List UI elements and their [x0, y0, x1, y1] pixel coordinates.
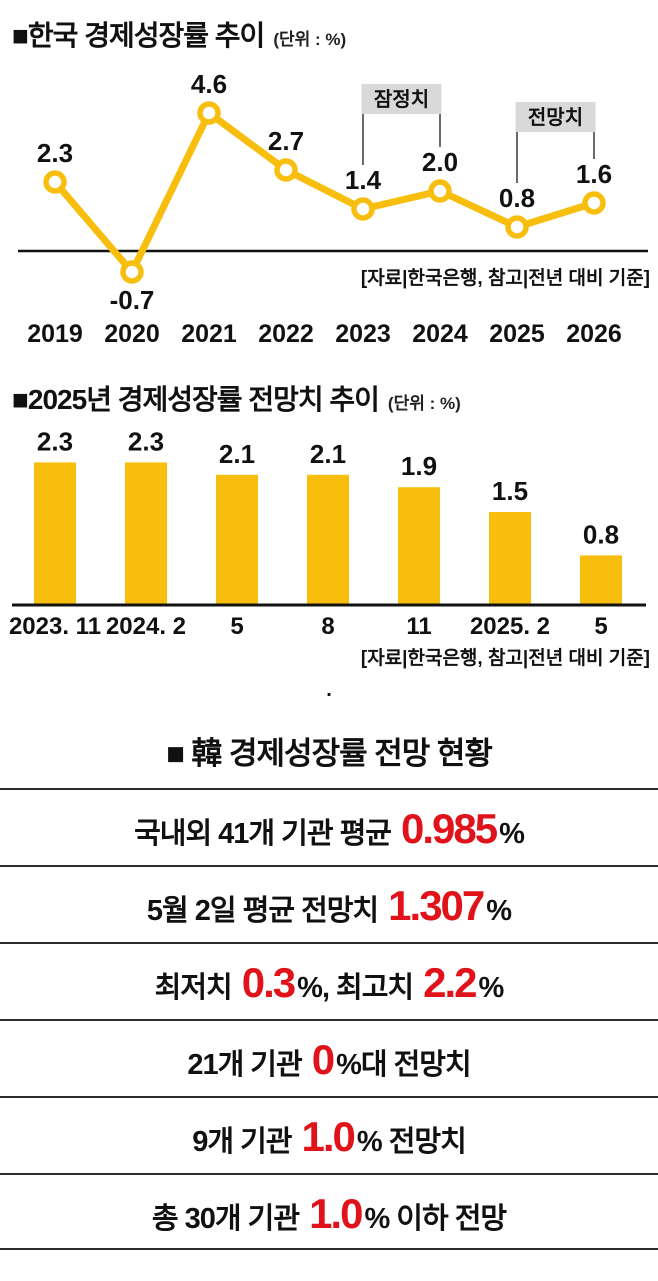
- summary-text: 국내외 41개 기관 평균: [134, 818, 399, 850]
- bar-value-label: 2.1: [310, 439, 346, 469]
- bar-value-label: 1.9: [401, 451, 437, 481]
- summary-text: % 이하 전망: [364, 1203, 507, 1235]
- summary-row: 5월 2일 평균 전망치 1.307%: [0, 865, 658, 942]
- data-point: [351, 197, 375, 221]
- forecast-summary-section: ■ 韓 경제성장률 전망 현황 국내외 41개 기관 평균 0.985% 5월 2…: [0, 708, 658, 1250]
- data-point: [120, 260, 144, 284]
- highlight-value: 0.985: [401, 805, 498, 852]
- summary-row: 국내외 41개 기관 평균 0.985%: [0, 788, 658, 865]
- value-label: 1.4: [345, 165, 382, 195]
- summary-row: 9개 기관 1.0% 전망치: [0, 1096, 658, 1173]
- summary-text: %, 최고치: [297, 972, 421, 1004]
- bar: [307, 474, 349, 605]
- highlight-value: 0.3: [241, 959, 296, 1006]
- line-chart-unit-label: (단위 : %): [273, 30, 347, 49]
- forecast-trend-section: ■2025년 경제성장률 전망치 추이 (단위 : %) 2.3 2023. 11…: [0, 356, 658, 672]
- bar: [125, 462, 167, 605]
- value-label: 2.3: [37, 138, 73, 168]
- category-label: 5: [230, 613, 243, 640]
- category-label: 2023. 11: [9, 613, 101, 640]
- summary-rows: 국내외 41개 기관 평균 0.985% 5월 2일 평균 전망치 1.307% 최…: [0, 788, 658, 1250]
- source-note: [자료|한국은행, 참고|전년 대비 기준]: [361, 267, 650, 289]
- bar-value-label: 0.8: [583, 519, 619, 549]
- highlight-value: 0: [311, 1036, 335, 1083]
- bar: [580, 555, 622, 605]
- annotation-label: 전망치: [528, 106, 583, 129]
- bar-chart-unit-label: (단위 : %): [387, 394, 461, 413]
- year-label: 2021: [181, 320, 237, 348]
- summary-text: %대 전망치: [336, 1049, 472, 1081]
- data-point: [428, 179, 452, 203]
- value-label: 2.0: [422, 147, 458, 177]
- bar: [398, 487, 440, 605]
- bar-value-label: 2.3: [37, 426, 73, 456]
- summary-title: ■ 韓 경제성장률 전망 현황: [166, 736, 493, 771]
- summary-text: 21개 기관: [187, 1049, 309, 1081]
- annotation-box: [361, 84, 442, 114]
- bar-chart-header: ■2025년 경제성장률 전망치 추이 (단위 : %): [0, 356, 658, 420]
- highlight-value: 1.307: [388, 882, 485, 929]
- category-label: 5: [594, 613, 607, 640]
- data-point: [274, 158, 298, 182]
- trend-line: [51, 109, 598, 276]
- summary-text: % 전망치: [356, 1126, 467, 1158]
- value-label: 0.8: [499, 183, 535, 213]
- bar-chart-title: ■2025년 경제성장률 전망치 추이: [12, 384, 380, 415]
- category-label: 8: [321, 613, 334, 640]
- value-label: 4.6: [191, 69, 227, 99]
- year-label: 2022: [258, 320, 314, 348]
- bar-value-label: 2.3: [128, 426, 164, 456]
- data-point: [582, 191, 606, 215]
- highlight-value: 2.2: [423, 959, 477, 1006]
- source-note: [자료|한국은행, 참고|전년 대비 기준]: [361, 647, 650, 669]
- bar-value-label: 2.1: [219, 439, 255, 469]
- summary-text: 최저치: [154, 972, 239, 1004]
- data-point: [505, 215, 529, 239]
- summary-text: 9개 기관: [192, 1126, 299, 1158]
- highlight-value: 1.0: [301, 1113, 356, 1160]
- category-label: 11: [406, 613, 431, 640]
- year-label: 2024: [412, 320, 468, 348]
- bar: [34, 462, 76, 605]
- bar: [216, 474, 258, 605]
- summary-text: 5월 2일 평균 전망치: [146, 895, 386, 927]
- year-label: 2026: [566, 320, 622, 348]
- year-label: 2019: [27, 320, 83, 348]
- highlight-value: 1.0: [309, 1190, 363, 1237]
- value-label: 2.7: [268, 126, 304, 156]
- category-label: 2025. 2: [470, 613, 550, 640]
- summary-row: 총 30개 기관 1.0% 이하 전망: [0, 1173, 658, 1250]
- year-label: 2023: [335, 320, 391, 348]
- summary-text: %: [486, 895, 512, 927]
- year-label: 2025: [489, 320, 545, 348]
- line-chart-header: ■한국 경제성장률 추이 (단위 : %): [0, 0, 658, 56]
- forecast-bar-chart: 2.3 2023. 11 2.3 2024. 2 2.1 5 2.1 8 1.9 11 1.5 202…: [9, 426, 650, 669]
- summary-text: %: [499, 818, 525, 850]
- value-label: 1.6: [576, 159, 612, 189]
- bar-value-label: 1.5: [492, 476, 528, 506]
- annotation-label: 잠정치: [374, 88, 429, 111]
- summary-text: 총 30개 기관: [151, 1203, 307, 1235]
- summary-row: 최저치 0.3%, 최고치 2.2%: [0, 942, 658, 1019]
- line-chart-title: ■한국 경제성장률 추이: [12, 20, 265, 51]
- data-point: [197, 101, 221, 125]
- divider-dot: .: [326, 679, 332, 701]
- value-label: -0.7: [110, 285, 155, 315]
- bar: [489, 512, 531, 605]
- data-point: [43, 170, 67, 194]
- annotation-box: [515, 102, 596, 132]
- year-label: 2020: [104, 320, 160, 348]
- summary-row: 21개 기관 0 %대 전망치: [0, 1019, 658, 1096]
- summary-text: %: [478, 972, 505, 1004]
- category-label: 2024. 2: [106, 613, 186, 640]
